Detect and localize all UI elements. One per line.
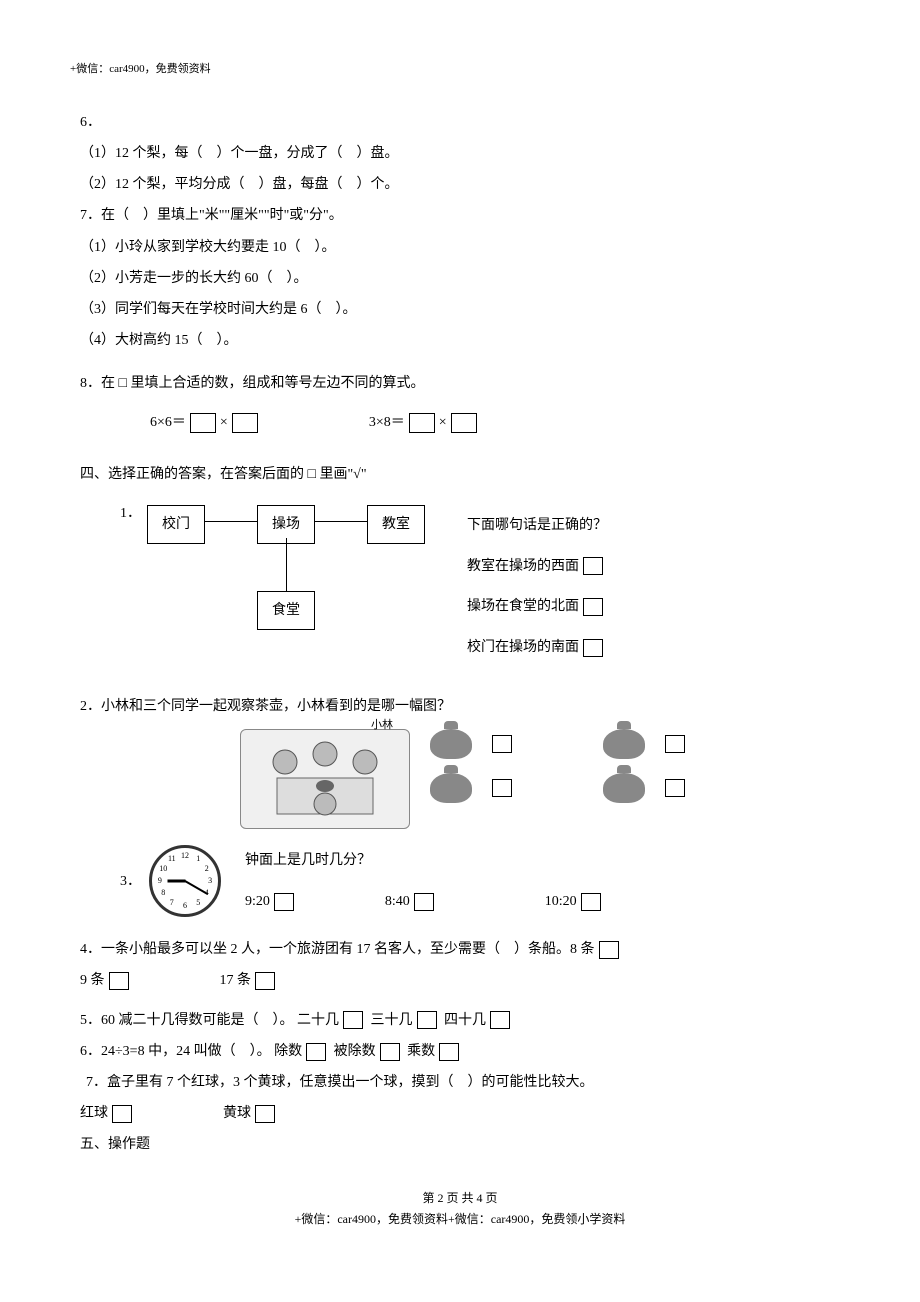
q7b-opt-b: 黄球 xyxy=(223,1106,251,1121)
section4-title: 四、选择正确的答案，在答案后面的 □ 里画"√" xyxy=(80,462,840,487)
eq1-left: 6×6＝ xyxy=(150,415,186,430)
page-number: 第 2 页 共 4 页 xyxy=(80,1188,840,1210)
eq2-mid: × xyxy=(439,415,447,430)
kids-illustration: 小林 xyxy=(240,729,410,829)
q1-options: 下面哪句话是正确的？ 教室在操场的西面 操场在食堂的北面 校门在操场的南面 xyxy=(467,501,607,674)
q7b-opts: 红球 黄球 xyxy=(80,1101,840,1126)
check-box[interactable] xyxy=(492,779,512,797)
q7-sub4: （4）大树高约 15（ ）。 xyxy=(80,328,840,353)
q5-stem: 5．60 减二十几得数可能是（ ）。 xyxy=(80,1013,294,1028)
check-box[interactable] xyxy=(380,1043,400,1061)
q1-opt-a: 教室在操场的西面 xyxy=(467,559,579,574)
q3-stem: 钟面上是几时几分？ xyxy=(245,848,605,873)
q7b-opt-a: 红球 xyxy=(80,1106,108,1121)
q4-text: 4．一条小船最多可以坐 2 人，一个旅游团有 17 名客人，至少需要（ ）条船。… xyxy=(80,942,595,957)
section5-title: 五、操作题 xyxy=(80,1132,840,1157)
check-box[interactable] xyxy=(112,1105,132,1123)
q1-opt-b: 操场在食堂的北面 xyxy=(467,599,579,614)
q7-sub1: （1）小玲从家到学校大约要走 10（ ）。 xyxy=(80,235,840,260)
location-diagram: 校门 操场 教室 食堂 xyxy=(147,501,437,641)
check-box[interactable] xyxy=(665,779,685,797)
check-box[interactable] xyxy=(583,598,603,616)
q3-opt-a: 9:20 xyxy=(245,894,270,909)
check-box[interactable] xyxy=(255,1105,275,1123)
q4-line1: 4．一条小船最多可以坐 2 人，一个旅游团有 17 名客人，至少需要（ ）条船。… xyxy=(80,937,840,962)
q8-stem: 8．在 □ 里填上合适的数，组成和等号左边不同的算式。 xyxy=(80,371,840,396)
answer-box[interactable] xyxy=(190,413,216,433)
node-canteen: 食堂 xyxy=(257,591,315,630)
q3-num: 3． xyxy=(120,869,141,894)
q3-opt-b: 8:40 xyxy=(385,894,410,909)
footer-credit: +微信：car4900，免费领资料+微信：car4900，免费领小学资料 xyxy=(80,1209,840,1231)
q7-sub2: （2）小芳走一步的长大约 60（ ）。 xyxy=(80,266,840,291)
q6b-opt-c: 乘数 xyxy=(407,1044,435,1059)
q6b-stem: 6．24÷3=8 中，24 叫做（ ）。 xyxy=(80,1044,271,1059)
check-box[interactable] xyxy=(343,1011,363,1029)
page-header: +微信：car4900，免费领资料 xyxy=(70,60,840,80)
q7b-stem: 7．盒子里有 7 个红球，3 个黄球，任意摸出一个球，摸到（ ）的可能性比较大。 xyxy=(86,1070,840,1095)
check-box[interactable] xyxy=(665,735,685,753)
q5-opt-c: 四十几 xyxy=(444,1013,486,1028)
q7-stem: 7．在（ ）里填上"米""厘米""时"或"分"。 xyxy=(80,203,840,228)
q5-opt-a: 二十几 xyxy=(297,1013,339,1028)
check-box[interactable] xyxy=(581,893,601,911)
check-box[interactable] xyxy=(306,1043,326,1061)
q5-line: 5．60 减二十几得数可能是（ ）。 二十几 三十几 四十几 xyxy=(80,1008,840,1033)
hour-hand xyxy=(167,880,185,883)
teapot-icon xyxy=(603,773,645,803)
q4-opt-c: 17 条 xyxy=(220,973,252,988)
check-box[interactable] xyxy=(490,1011,510,1029)
q4-opt-b: 9 条 xyxy=(80,973,105,988)
q6-sub1: （1）12 个梨，每（ ）个一盘，分成了（ ）盘。 xyxy=(80,141,840,166)
q6b-opt-b: 被除数 xyxy=(334,1044,376,1059)
eq2-left: 3×8＝ xyxy=(369,415,405,430)
q1-opt-c: 校门在操场的南面 xyxy=(467,640,579,655)
node-room: 教室 xyxy=(367,505,425,544)
q6b-line: 6．24÷3=8 中，24 叫做（ ）。 除数 被除数 乘数 xyxy=(80,1039,840,1064)
clock-face: 12 3 6 9 1 2 4 5 7 8 10 11 xyxy=(149,845,221,917)
check-box[interactable] xyxy=(414,893,434,911)
check-box[interactable] xyxy=(439,1043,459,1061)
check-box[interactable] xyxy=(583,557,603,575)
teapot-icon xyxy=(603,729,645,759)
teapot-icon xyxy=(430,773,472,803)
q6-sub2: （2）12 个梨，平均分成（ ）盘，每盘（ ）个。 xyxy=(80,172,840,197)
answer-box[interactable] xyxy=(232,413,258,433)
check-box[interactable] xyxy=(492,735,512,753)
q6-num: 6． xyxy=(80,110,840,135)
check-box[interactable] xyxy=(417,1011,437,1029)
q1-num: 1． xyxy=(120,501,141,674)
check-box[interactable] xyxy=(274,893,294,911)
q1-prompt: 下面哪句话是正确的？ xyxy=(467,511,607,542)
q8-equations: 6×6＝ × 3×8＝ × xyxy=(150,410,840,435)
teapot-options xyxy=(430,729,689,803)
node-gate: 校门 xyxy=(147,505,205,544)
check-box[interactable] xyxy=(109,972,129,990)
eq1-mid: × xyxy=(220,415,228,430)
check-box[interactable] xyxy=(599,941,619,959)
check-box[interactable] xyxy=(255,972,275,990)
xiaolin-label: 小林 xyxy=(371,716,393,736)
q2-stem: 2．小林和三个同学一起观察茶壶，小林看到的是哪一幅图？ xyxy=(80,694,840,719)
q6b-opt-a: 除数 xyxy=(274,1044,302,1059)
answer-box[interactable] xyxy=(409,413,435,433)
check-box[interactable] xyxy=(583,639,603,657)
teapot-icon xyxy=(430,729,472,759)
q5-opt-b: 三十几 xyxy=(371,1013,413,1028)
q4-line2: 9 条 17 条 xyxy=(80,968,840,993)
q7-sub3: （3）同学们每天在学校时间大约是 6（ ）。 xyxy=(80,297,840,322)
answer-box[interactable] xyxy=(451,413,477,433)
q3-opt-c: 10:20 xyxy=(545,894,577,909)
